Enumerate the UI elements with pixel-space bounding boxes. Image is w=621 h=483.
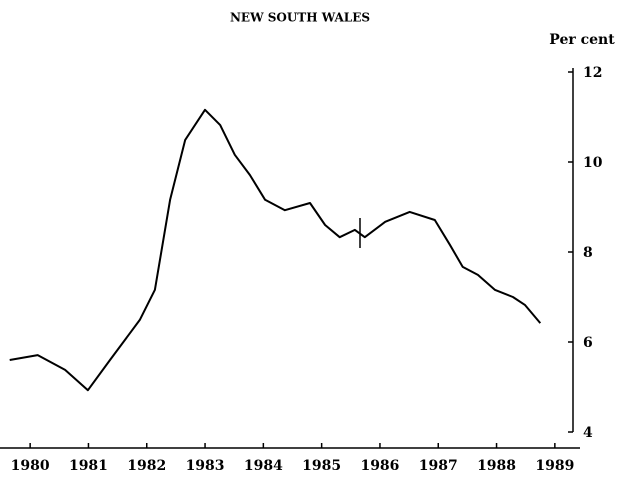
x-tick-label: 1987	[419, 458, 458, 474]
x-tick-label: 1984	[244, 458, 283, 474]
y-tick-label: 6	[583, 335, 593, 351]
y-axis-label: Per cent	[549, 32, 615, 48]
x-tick-label: 1980	[11, 458, 50, 474]
x-tick-label: 1981	[69, 458, 108, 474]
chart-title: NEW SOUTH WALES	[230, 11, 370, 25]
x-tick-label: 1983	[186, 458, 225, 474]
y-tick-label: 8	[583, 245, 593, 261]
line	[9, 108, 542, 392]
y-tick-label: 12	[583, 65, 602, 81]
x-tick-label: 1982	[127, 458, 166, 474]
x-tick-label: 1988	[477, 458, 516, 474]
y-tick-label: 4	[583, 425, 593, 441]
x-tick-label: 1986	[360, 458, 399, 474]
y-tick-label: 10	[583, 155, 603, 171]
x-tick-label: 1989	[535, 458, 574, 474]
x-tick-label: 1985	[302, 458, 341, 474]
